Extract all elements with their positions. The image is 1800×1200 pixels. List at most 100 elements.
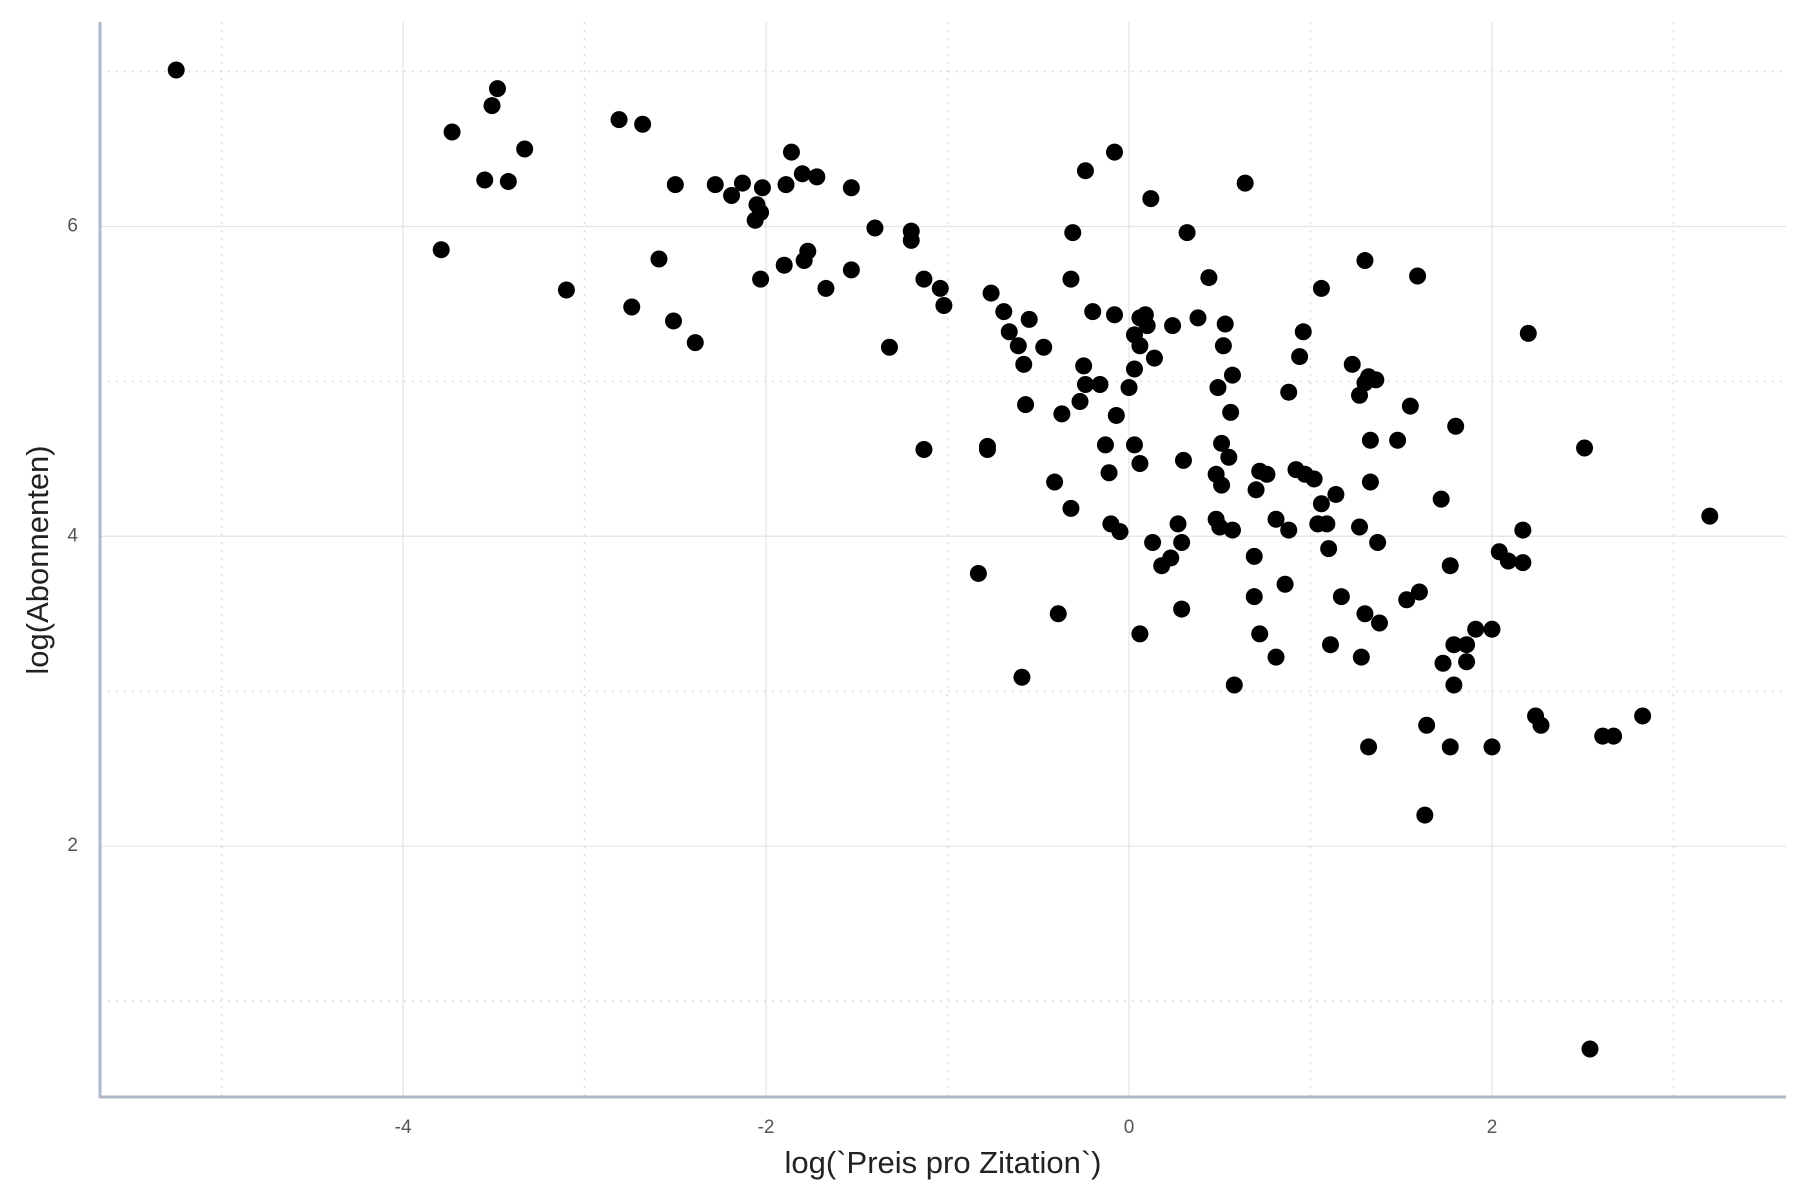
point — [1514, 521, 1532, 539]
point — [666, 176, 684, 194]
point — [1514, 554, 1532, 572]
point — [476, 171, 494, 189]
point — [969, 564, 987, 582]
point — [1258, 465, 1276, 483]
point — [1251, 625, 1269, 643]
point — [1111, 523, 1129, 541]
point — [483, 97, 501, 115]
point — [1267, 648, 1285, 666]
point — [931, 279, 949, 297]
point — [1071, 393, 1089, 411]
y-tick-label: 2 — [67, 835, 78, 856]
point — [1343, 355, 1361, 373]
point — [1142, 190, 1160, 208]
point — [1213, 476, 1231, 494]
point — [915, 441, 933, 459]
point — [1076, 375, 1094, 393]
point — [1445, 676, 1463, 694]
point — [1213, 434, 1231, 452]
point — [1173, 533, 1191, 551]
point — [1369, 533, 1387, 551]
point — [1447, 417, 1465, 435]
point — [978, 441, 996, 459]
point — [1245, 547, 1263, 565]
point — [432, 241, 450, 259]
point — [808, 168, 826, 186]
point — [1458, 653, 1476, 671]
point — [499, 173, 517, 191]
point — [1327, 485, 1345, 503]
point — [902, 231, 920, 249]
point — [1015, 355, 1033, 373]
point — [1267, 510, 1285, 528]
point — [1173, 600, 1191, 618]
point — [753, 179, 771, 197]
point — [1222, 403, 1240, 421]
point — [1441, 557, 1459, 575]
point — [664, 312, 682, 330]
point — [1352, 648, 1370, 666]
x-tick-label: 0 — [1124, 1117, 1135, 1138]
point — [1360, 738, 1378, 756]
y-axis-title: log(Abonnenten) — [20, 445, 55, 674]
point — [1356, 252, 1374, 270]
point — [1178, 224, 1196, 242]
point — [817, 279, 835, 297]
point — [1280, 383, 1298, 401]
point — [1389, 431, 1407, 449]
point — [866, 219, 884, 237]
point — [1013, 668, 1031, 686]
point — [1220, 448, 1238, 466]
point — [982, 284, 1000, 302]
point — [1483, 738, 1501, 756]
point — [443, 123, 461, 141]
point — [1064, 224, 1082, 242]
point — [723, 186, 741, 204]
point — [995, 303, 1013, 321]
point — [1236, 174, 1254, 192]
point — [1009, 337, 1027, 355]
point — [557, 281, 575, 299]
point — [623, 298, 641, 316]
point — [1075, 357, 1093, 375]
point — [1131, 625, 1149, 643]
point — [1084, 303, 1102, 321]
point — [1320, 540, 1338, 558]
point — [1214, 337, 1232, 355]
point — [1162, 549, 1180, 567]
point — [1312, 495, 1330, 513]
point — [1312, 279, 1330, 297]
point — [686, 334, 704, 352]
point — [1225, 676, 1243, 694]
point — [1332, 588, 1350, 606]
point — [775, 256, 793, 274]
point — [1169, 515, 1187, 533]
point — [1305, 470, 1323, 488]
point — [1049, 605, 1067, 623]
point — [1458, 636, 1476, 654]
point — [1467, 620, 1485, 638]
point — [1062, 270, 1080, 288]
y-tick-label: 6 — [67, 215, 78, 236]
point — [1216, 315, 1234, 333]
point — [777, 176, 795, 194]
point — [1145, 349, 1163, 367]
point — [1410, 583, 1428, 601]
point — [1409, 267, 1427, 285]
point — [1519, 324, 1537, 342]
point — [1361, 431, 1379, 449]
point — [634, 115, 652, 133]
point — [1356, 605, 1374, 623]
point — [1401, 397, 1419, 415]
x-tick-label: -4 — [395, 1117, 412, 1138]
point — [516, 140, 534, 158]
x-tick-label: 2 — [1487, 1117, 1498, 1138]
point — [1351, 518, 1369, 536]
point — [1499, 552, 1517, 570]
point — [1211, 518, 1229, 536]
point — [610, 111, 628, 129]
point — [1418, 716, 1436, 734]
point — [752, 270, 770, 288]
point — [842, 179, 860, 197]
